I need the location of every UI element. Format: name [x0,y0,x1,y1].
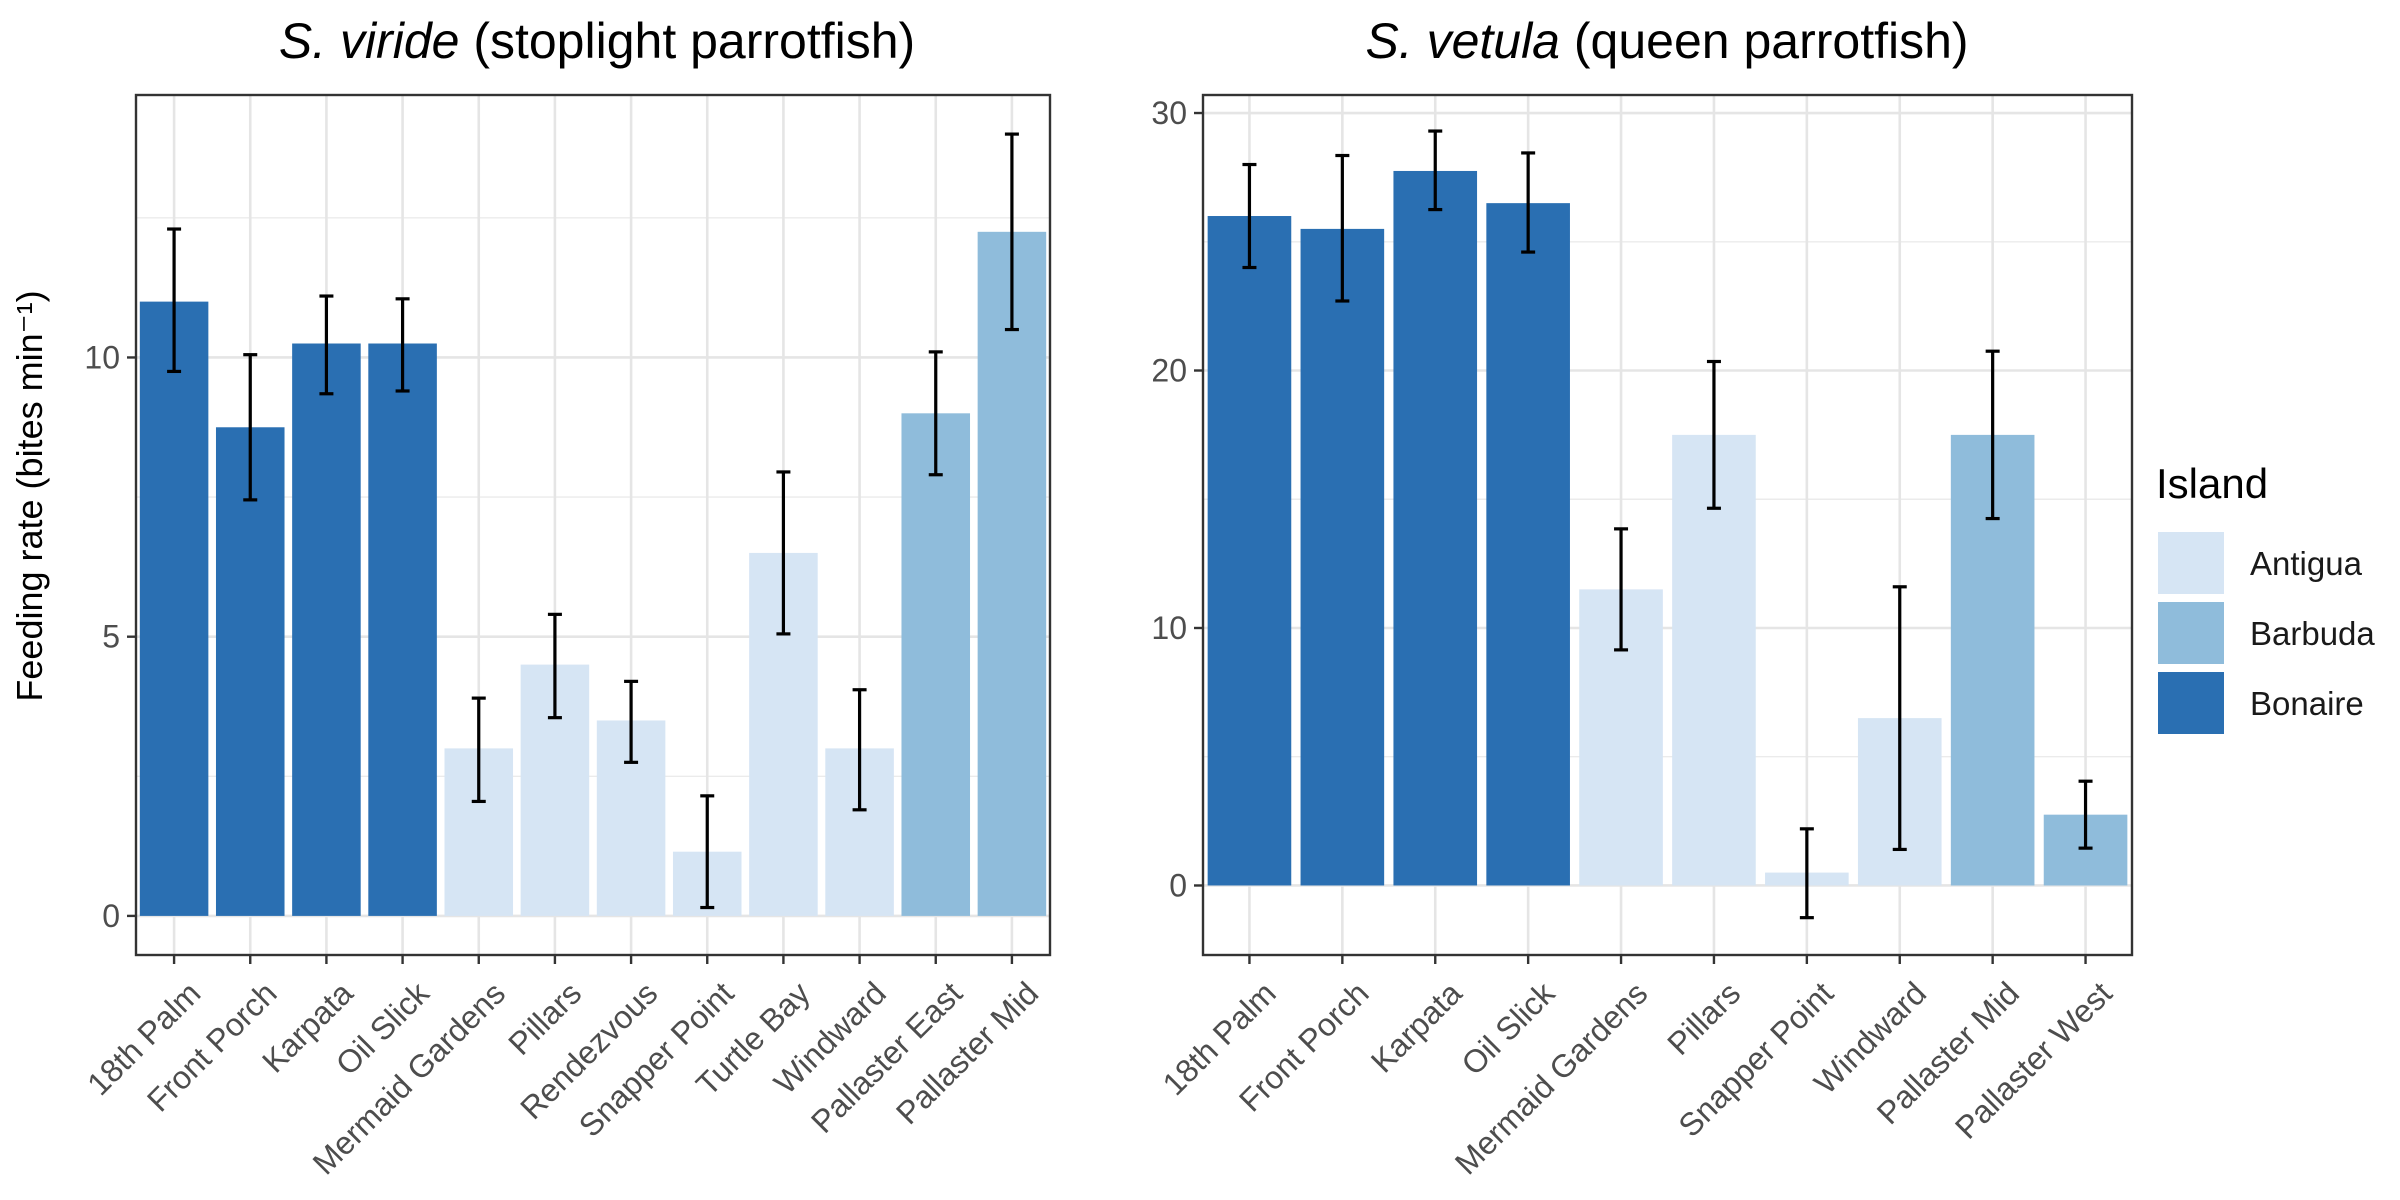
y-tick-label: 10 [1151,610,1187,646]
error-bar-mermaid-gardens [1614,527,1629,652]
legend-label-bonaire: Bonaire [2250,685,2364,722]
legend-item-bonaire: Bonaire [2158,672,2364,734]
legend-title: Island [2156,460,2268,507]
y-tick-label: 10 [84,339,120,375]
error-bar-karpata [319,294,334,396]
bar-front-porch [1300,228,1385,886]
error-bar-18th-palm [1242,162,1257,270]
error-bar-18th-palm [167,227,182,374]
panel-title-common-name: (queen parrotfish) [1560,13,1969,69]
error-bar-pallaster-east [928,350,943,477]
bar-front-porch [215,427,285,916]
error-bar-snapper-point [1799,827,1814,920]
error-bar-oil-slick [395,297,410,393]
panel-border [134,93,1052,957]
error-bar-pallaster-mid [1985,349,2000,521]
y-tick-label: 5 [102,619,120,655]
legend-swatch-antigua [2158,532,2224,594]
error-bar-front-porch [1335,153,1350,303]
error-bar-turtle-bay [776,470,791,636]
panel-title-stoplight: S. viride (stoplight parrotfish) [279,13,915,69]
legend-label-antigua: Antigua [2250,545,2363,582]
panel-title-species: S. viride [279,13,460,69]
bar-pallaster-east [901,413,971,916]
y-tick-label: 20 [1151,353,1187,389]
legend-item-barbuda: Barbuda [2158,602,2375,664]
y-tick-label: 0 [102,898,120,934]
error-bar-pillars [1706,359,1721,510]
x-tick-label-karpata: Karpata [1364,975,1469,1080]
panel-title-queen: S. vetula (queen parrotfish) [1365,13,1968,69]
legend: Island Antigua Barbuda Bonaire [2156,460,2375,734]
error-bar-pillars [547,612,562,720]
bar-pillars [1672,434,1756,886]
y-tick-label: 30 [1151,95,1187,131]
error-bar-oil-slick [1521,151,1536,254]
panel-title-species: S. vetula [1365,13,1560,69]
error-bar-front-porch [243,353,258,502]
error-bar-mermaid-gardens [471,696,486,804]
error-bar-snapper-point [700,794,715,910]
bar-18th-palm [139,301,209,916]
error-bar-pallaster-mid [1004,132,1019,332]
error-bar-rendezvous [624,679,639,764]
legend-item-antigua: Antigua [2158,532,2363,594]
bar-karpata [292,343,361,916]
y-axis-title: Feeding rate (bites min⁻¹) [9,290,50,701]
legend-swatch-barbuda [2158,602,2224,664]
error-bar-windward [852,688,867,812]
error-bar-pallaster-west [2078,779,2093,850]
panel-title-common-name: (stoplight parrotfish) [459,13,915,69]
y-tick-label: 0 [1169,867,1187,903]
error-bar-karpata [1428,129,1443,212]
bar-karpata [1393,170,1478,886]
error-bar-windward [1892,585,1907,852]
bar-oil-slick [368,343,437,916]
panel-border [1201,93,2134,957]
legend-swatch-bonaire [2158,672,2224,734]
legend-label-barbuda: Barbuda [2250,615,2375,652]
bar-oil-slick [1486,203,1570,886]
bar-18th-palm [1207,216,1292,886]
x-tick-label-pillars: Pillars [1660,975,1747,1062]
bar-pallaster-mid [977,231,1047,916]
